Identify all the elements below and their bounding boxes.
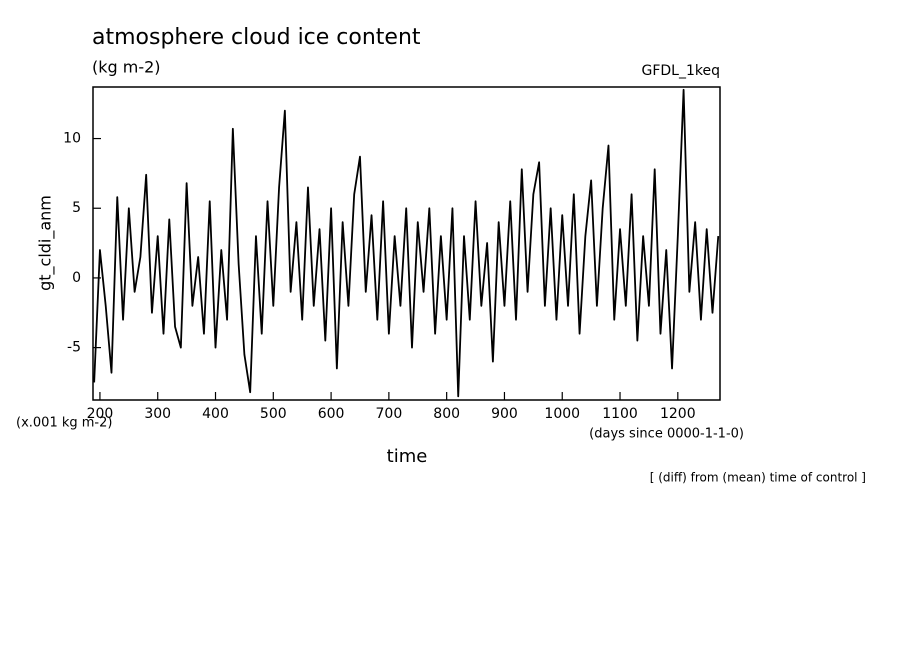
x-tick-label: 1100 [602, 406, 638, 422]
subtitle: (kg m-2) [92, 58, 161, 77]
y-unit: (x.001 kg m-2) [16, 416, 112, 431]
x-unit: (days since 0000-1-1-0) [589, 427, 744, 442]
y-tick-label: 0 [72, 270, 81, 286]
y-axis-label: gt_cldi_anm [36, 195, 56, 291]
x-tick-label: 600 [318, 406, 345, 422]
plot-frame [92, 86, 721, 401]
annotation: GFDL_1keq [642, 63, 721, 79]
data-line [93, 88, 720, 398]
x-tick-label: 200 [87, 406, 114, 422]
x-tick-label: 800 [433, 406, 460, 422]
chart-title: atmosphere cloud ice content [92, 25, 421, 50]
y-tick-label: 10 [63, 131, 81, 147]
x-tick-label: 400 [202, 406, 229, 422]
x-tick-label: 1200 [660, 406, 696, 422]
x-tick-label: 300 [144, 406, 171, 422]
x-tick-label: 700 [376, 406, 403, 422]
x-tick-label: 900 [491, 406, 518, 422]
y-tick-label: 5 [72, 200, 81, 216]
x-axis-label: time [387, 446, 428, 467]
x-tick-label: 1000 [544, 406, 580, 422]
y-tick-label: -5 [67, 340, 81, 356]
note: [ (diff) from (mean) time of control ] [650, 471, 866, 485]
x-tick-label: 500 [260, 406, 287, 422]
